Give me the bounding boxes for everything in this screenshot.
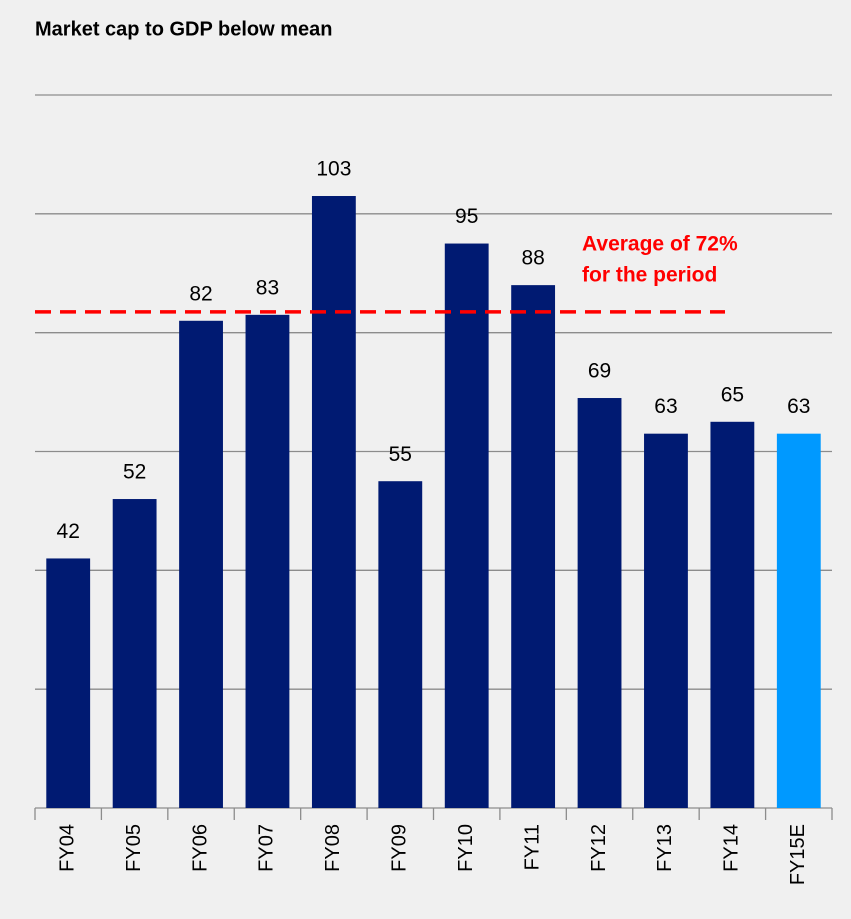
- average-annotation: for the period: [582, 264, 717, 287]
- bar: [577, 398, 622, 808]
- x-tick-label: FY14: [721, 824, 743, 872]
- value-label: 95: [455, 205, 478, 228]
- x-tick-label: FY15E: [787, 824, 809, 885]
- bar: [46, 558, 91, 808]
- x-tick-label: FY06: [189, 824, 211, 872]
- bar: [179, 320, 223, 808]
- x-tick-label: FY08: [322, 824, 344, 872]
- x-tick-label: FY10: [455, 824, 477, 872]
- bar: [444, 243, 489, 808]
- value-label: 42: [57, 520, 80, 543]
- bar: [776, 433, 821, 808]
- x-tick-label: FY12: [588, 824, 610, 872]
- x-tick-label: FY09: [389, 824, 411, 872]
- value-label: 55: [389, 443, 412, 466]
- average-annotation: Average of 72%: [582, 233, 738, 256]
- chart-title: Market cap to GDP below mean: [35, 18, 333, 40]
- value-label: 63: [787, 395, 810, 418]
- value-label: 83: [256, 276, 279, 299]
- x-tick-label: FY07: [256, 824, 278, 872]
- x-tick-label: FY04: [56, 824, 78, 872]
- bar: [378, 481, 423, 808]
- value-label: 103: [316, 158, 351, 181]
- bar: [511, 285, 556, 809]
- value-label: 52: [123, 461, 146, 484]
- value-label: 88: [521, 247, 544, 270]
- value-label: 65: [721, 383, 744, 406]
- bar: [245, 314, 290, 808]
- x-tick-label: FY13: [654, 824, 676, 872]
- bar: [644, 433, 688, 808]
- value-label: 63: [654, 395, 677, 418]
- value-label: 69: [588, 360, 611, 383]
- value-label: 82: [189, 282, 212, 305]
- x-tick-label: FY11: [521, 824, 543, 870]
- bar: [112, 499, 157, 808]
- bar: [311, 196, 356, 809]
- x-tick-label: FY05: [123, 824, 145, 872]
- bar: [710, 421, 755, 808]
